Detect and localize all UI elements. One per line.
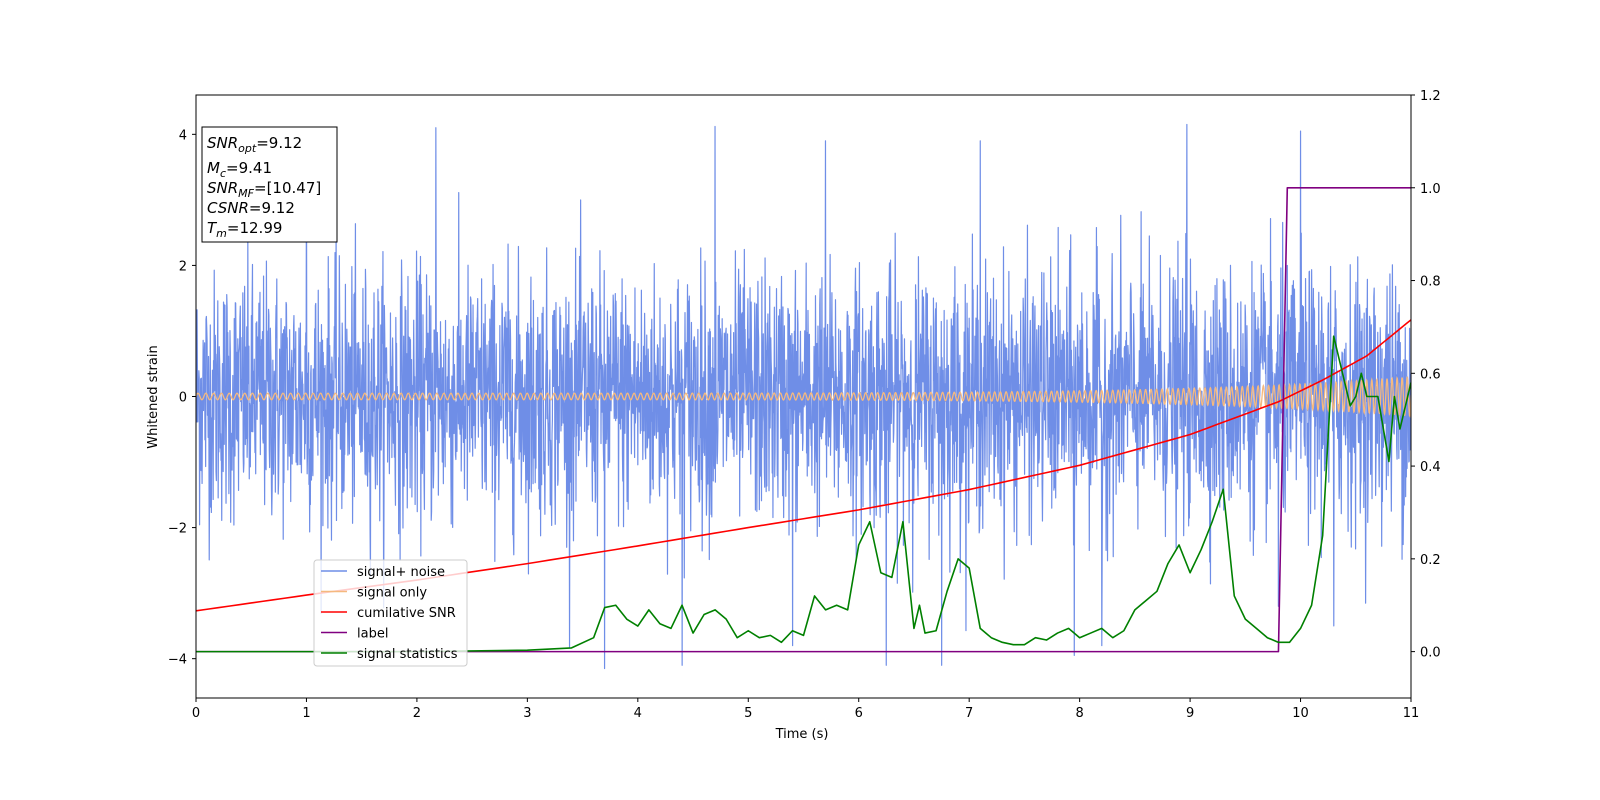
info-snr-opt-sub: opt — [238, 142, 257, 155]
x-tick-label-10: 10 — [1292, 706, 1309, 721]
legend-items: signal+ noise signal only cumilative SNR la… — [321, 565, 458, 662]
y-right-tick-label-4: 0.4 — [1420, 460, 1441, 475]
info-snr-opt-base: SNR — [207, 134, 238, 152]
x-tick-label-7: 7 — [965, 706, 973, 721]
info-tm-value: =12.99 — [227, 219, 283, 237]
info-box-frame — [201, 126, 338, 243]
legend-label-4: signal statistics — [357, 647, 458, 662]
x-axis-label: Time (s) — [775, 727, 829, 742]
x-axis: 0 1 2 3 4 5 6 7 8 9 10 11 — [192, 698, 1419, 721]
y-left-tick-label-1: 2 — [179, 259, 187, 274]
y-left-tick-label-2: 0 — [179, 391, 187, 406]
x-tick-label-1: 1 — [302, 706, 310, 721]
x-tick-label-11: 11 — [1403, 706, 1420, 721]
info-mc-base: M — [207, 159, 220, 177]
info-snr-mf-base: SNR — [207, 179, 238, 197]
series-line-label — [196, 186, 1411, 653]
series-line-signal-statistics — [196, 335, 1411, 653]
legend-label-3: label — [357, 627, 388, 642]
y-right-tick-label-0: 1.2 — [1420, 89, 1441, 104]
series-line-signal-only — [196, 376, 1411, 418]
y-left-tick-label-3: −2 — [168, 522, 187, 537]
info-tm-base: T — [207, 219, 218, 237]
info-snr-opt-value: =9.12 — [256, 134, 302, 152]
legend-frame — [313, 559, 468, 667]
info-snr-mf-sub: MF — [238, 187, 254, 200]
legend-label-0: signal+ noise — [357, 565, 445, 580]
y-left-tick-label-0: 4 — [179, 128, 187, 143]
info-snr-mf-value: =[10.47] — [254, 179, 321, 197]
y-right-tick-label-1: 1.0 — [1420, 182, 1441, 197]
y-right-tick-label-5: 0.2 — [1420, 553, 1441, 568]
y-right-tick-label-3: 0.6 — [1420, 367, 1441, 382]
y-right-tick-label-2: 0.8 — [1420, 275, 1441, 290]
x-tick-label-5: 5 — [744, 706, 752, 721]
info-csnr: CSNR=9.12 — [207, 199, 295, 217]
x-tick-label-0: 0 — [192, 706, 200, 721]
legend-label-2: cumilative SNR — [357, 606, 456, 621]
info-box: SNRopt=9.12 Mc=9.41 SNRMF=[10.47] CSNR=9… — [201, 126, 338, 243]
legend-label-1: signal only — [357, 586, 427, 601]
x-tick-label-6: 6 — [855, 706, 863, 721]
info-tm-sub: m — [216, 227, 227, 240]
y-axis-left: 4 2 0 −2 −4 — [168, 128, 196, 668]
y-right-tick-label-6: 0.0 — [1420, 646, 1441, 661]
info-mc: Mc=9.41 — [207, 159, 272, 180]
x-tick-label-9: 9 — [1186, 706, 1194, 721]
info-snr-opt: SNRopt=9.12 — [207, 134, 302, 155]
y-axis-right: 1.2 1.0 0.8 0.6 0.4 0.2 0.0 — [1411, 89, 1441, 661]
info-csnr-value: =9.12 — [249, 199, 295, 217]
info-snr-mf: SNRMF=[10.47] — [207, 179, 321, 200]
y-left-tick-label-4: −4 — [168, 653, 187, 668]
x-tick-label-2: 2 — [413, 706, 421, 721]
y-axis-label: Whitened strain — [146, 345, 161, 448]
info-mc-value: =9.41 — [226, 159, 272, 177]
x-tick-label-4: 4 — [634, 706, 642, 721]
legend: signal+ noise signal only cumilative SNR la… — [313, 559, 468, 667]
x-tick-label-3: 3 — [523, 706, 531, 721]
x-tick-label-8: 8 — [1075, 706, 1083, 721]
info-csnr-base: CSNR — [207, 199, 249, 217]
series-line-signal-noise — [196, 123, 1411, 670]
info-tm: Tm=12.99 — [207, 219, 282, 240]
info-mc-sub: c — [220, 167, 226, 180]
